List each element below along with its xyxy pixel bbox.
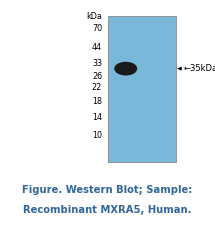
Text: kDa: kDa bbox=[86, 12, 102, 21]
FancyBboxPatch shape bbox=[108, 16, 176, 162]
Text: 70: 70 bbox=[92, 24, 102, 33]
Ellipse shape bbox=[115, 62, 137, 75]
Text: 22: 22 bbox=[92, 83, 102, 92]
Text: 33: 33 bbox=[92, 59, 102, 68]
Text: Figure. Western Blot; Sample:: Figure. Western Blot; Sample: bbox=[22, 185, 193, 195]
Text: 10: 10 bbox=[92, 130, 102, 140]
Text: ←35kDa: ←35kDa bbox=[184, 64, 215, 73]
Text: Recombinant MXRA5, Human.: Recombinant MXRA5, Human. bbox=[23, 205, 192, 215]
Text: 18: 18 bbox=[92, 97, 102, 106]
Text: 44: 44 bbox=[92, 43, 102, 52]
Text: 14: 14 bbox=[92, 112, 102, 122]
Text: 26: 26 bbox=[92, 72, 102, 81]
